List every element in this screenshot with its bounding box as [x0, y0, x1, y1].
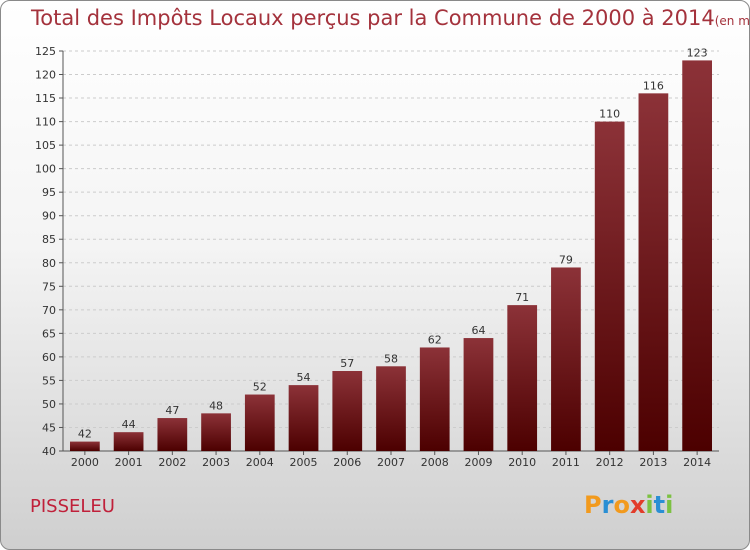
y-tick-label: 90 — [42, 210, 56, 223]
y-tick-label: 100 — [35, 163, 56, 176]
x-tick-label: 2008 — [421, 456, 449, 469]
x-tick-label: 2009 — [464, 456, 492, 469]
bar — [638, 93, 669, 452]
y-tick-label: 115 — [35, 92, 56, 105]
x-tick-label: 2007 — [377, 456, 405, 469]
bar — [244, 394, 275, 451]
y-tick-label: 120 — [35, 69, 56, 82]
proxiti-logo: Proxiti — [584, 491, 673, 519]
data-label: 47 — [165, 404, 179, 417]
y-tick-label: 85 — [42, 233, 56, 246]
y-tick-label: 95 — [42, 186, 56, 199]
y-tick-label: 50 — [42, 398, 56, 411]
x-tick-label: 2012 — [596, 456, 624, 469]
bar — [69, 441, 100, 451]
x-tick-label: 2013 — [639, 456, 667, 469]
logo-letter: t — [653, 491, 666, 519]
x-tick-label: 2000 — [71, 456, 99, 469]
y-tick-label: 60 — [42, 351, 56, 364]
y-tick-label: 65 — [42, 327, 56, 340]
y-tick-label: 45 — [42, 421, 56, 434]
x-tick-label: 2011 — [552, 456, 580, 469]
bar — [201, 413, 231, 451]
bar — [507, 305, 538, 451]
x-tick-label: 2004 — [246, 456, 274, 469]
logo-letter: i — [645, 491, 654, 519]
x-tick-label: 2006 — [333, 456, 361, 469]
logo-letter: x — [629, 491, 646, 519]
y-tick-label: 40 — [42, 445, 56, 458]
data-label: 123 — [687, 46, 708, 59]
data-label: 52 — [253, 381, 267, 394]
y-tick-label: 125 — [35, 45, 56, 58]
bar — [419, 347, 450, 451]
title-main: Total des Impôts Locaux perçus par la Co… — [31, 6, 715, 30]
chart-title: Total des Impôts Locaux perçus par la Co… — [31, 6, 750, 30]
bar — [332, 371, 363, 451]
title-unit: (en milliers d'€) — [714, 14, 750, 28]
logo-letter: i — [665, 491, 674, 519]
x-tick-label: 2014 — [683, 456, 711, 469]
data-label: 79 — [559, 253, 573, 266]
data-label: 54 — [297, 371, 311, 384]
y-tick-label: 110 — [35, 116, 56, 129]
logo-letter: P — [584, 491, 602, 519]
data-label: 116 — [643, 79, 664, 92]
bar — [463, 338, 494, 451]
data-label: 44 — [122, 418, 136, 431]
x-tick-label: 2001 — [115, 456, 143, 469]
bar — [551, 267, 581, 451]
x-tick-label: 2003 — [202, 456, 230, 469]
bar — [113, 432, 144, 451]
bar — [682, 60, 713, 451]
bar — [157, 418, 188, 451]
x-tick-label: 2010 — [508, 456, 536, 469]
x-tick-label: 2005 — [290, 456, 318, 469]
bars — [69, 60, 713, 452]
data-label: 110 — [599, 108, 620, 121]
data-label: 71 — [515, 291, 529, 304]
y-tick-label: 55 — [42, 374, 56, 387]
data-label: 62 — [428, 333, 442, 346]
data-label: 57 — [340, 357, 354, 370]
bar — [288, 385, 319, 451]
x-tick-label: 2002 — [158, 456, 186, 469]
labels: 40 45 50 55 60 65 70 75 80 85 90 95 100 105 110 115 120 1… — [35, 45, 711, 469]
y-tick-label: 70 — [42, 304, 56, 317]
logo-letter: r — [601, 491, 614, 519]
y-tick-label: 80 — [42, 257, 56, 270]
commune-name: PISSELEU — [30, 496, 115, 517]
y-tick-label: 105 — [35, 139, 56, 152]
logo-letter: o — [613, 491, 630, 519]
y-tick-label: 75 — [42, 280, 56, 293]
bar — [594, 121, 625, 452]
data-label: 42 — [78, 428, 92, 441]
data-label: 64 — [471, 324, 485, 337]
bar — [376, 366, 406, 451]
data-label: 58 — [384, 352, 398, 365]
data-label: 48 — [209, 399, 223, 412]
